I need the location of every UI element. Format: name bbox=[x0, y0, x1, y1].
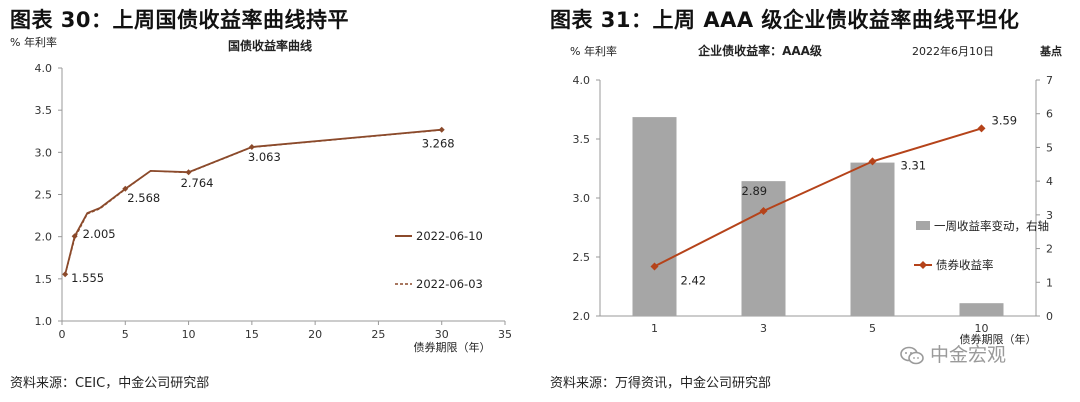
right-y-tick-label: 2.5 bbox=[573, 251, 591, 264]
right-y2-tick-label: 7 bbox=[1046, 74, 1053, 87]
left-source-note: 资料来源：CEIC，中金公司研究部 bbox=[10, 376, 210, 391]
series-marker bbox=[62, 271, 69, 278]
right-chart-title: 企业债收益率：AAA级 bbox=[697, 43, 822, 58]
left-legend: 2022-06-10 2022-06-03 bbox=[395, 229, 483, 291]
legend-label-bar: 一周收益率变动，右轴 bbox=[934, 219, 1049, 233]
series-marker bbox=[185, 169, 192, 176]
right-y-tick-label: 4.0 bbox=[573, 74, 591, 87]
left-y-tick-label: 1.5 bbox=[35, 273, 53, 286]
left-axes: 1.0 1.5 2.0 2.5 3.0 3.5 4.0 0 5 10 15 20 25 30 35 bbox=[35, 62, 513, 341]
right-y-tick-label: 3.0 bbox=[573, 192, 591, 205]
right-y-unit-label: % 年利率 bbox=[570, 44, 617, 58]
left-figure-panel: 图表 30：上周国债收益率曲线持平 % 年利率 国债收益率曲线 1.0 1.5 2.… bbox=[10, 8, 513, 391]
watermark-text: 中金宏观 bbox=[930, 344, 1007, 366]
right-y2-tick-label: 1 bbox=[1046, 276, 1053, 289]
series-marker bbox=[438, 126, 445, 133]
right-y2-unit-label: 基点 bbox=[1039, 44, 1062, 58]
left-x-tick-label: 5 bbox=[122, 328, 129, 341]
legend-line-marker bbox=[919, 261, 927, 269]
left-figure-title: 图表 30：上周国债收益率曲线持平 bbox=[10, 8, 350, 32]
right-x-tick-label: 5 bbox=[869, 322, 876, 335]
right-source-note: 资料来源：万得资讯，中金公司研究部 bbox=[550, 376, 772, 391]
series-marker bbox=[248, 144, 255, 151]
right-bar-series bbox=[632, 117, 1004, 316]
treasury-yield-curve-chart: % 年利率 国债收益率曲线 1.01.52.02.53.03.54.00 5 10 1… bbox=[10, 35, 513, 354]
legend-bar-swatch bbox=[916, 221, 930, 230]
data-label: 3.31 bbox=[901, 158, 927, 172]
series-marker bbox=[122, 185, 129, 192]
right-figure-title: 图表 31：上周 AAA 级企业债收益率曲线平坦化 bbox=[550, 8, 1020, 32]
yield-change-bar bbox=[959, 303, 1004, 316]
right-data-labels: 2.42 2.89 3.31 3.59 bbox=[681, 113, 1018, 287]
right-y-tick-label: 3.5 bbox=[573, 133, 591, 146]
right-y2-tick-label: 3 bbox=[1046, 209, 1053, 222]
left-x-tick-label: 25 bbox=[371, 328, 385, 341]
right-y2-tick-label: 0 bbox=[1046, 310, 1053, 323]
right-figure-panel: 图表 31：上周 AAA 级企业债收益率曲线平坦化 % 年利率 企业债收益率：A… bbox=[548, 0, 1080, 402]
right-legend: 一周收益率变动，右轴 债券收益率 bbox=[914, 219, 1049, 272]
left-series-group bbox=[62, 126, 445, 278]
yield-line-marker bbox=[759, 206, 768, 215]
right-y-tick-label: 2.0 bbox=[573, 310, 591, 323]
left-chart-title: 国债收益率曲线 bbox=[228, 38, 312, 53]
legend-label-2022-06-10: 2022-06-10 bbox=[416, 229, 483, 243]
right-x-tick-label: 1 bbox=[651, 322, 658, 335]
yield-change-bar bbox=[741, 181, 786, 316]
wechat-icon bbox=[900, 346, 924, 366]
data-label: 3.59 bbox=[992, 113, 1018, 127]
left-y-tick-label: 2.5 bbox=[35, 189, 53, 202]
watermark: 中金宏观 bbox=[900, 340, 1006, 367]
right-y2-tick-label: 6 bbox=[1046, 108, 1053, 121]
right-date-label: 2022年6月10日 bbox=[912, 44, 994, 58]
left-x-tick-label: 20 bbox=[308, 328, 322, 341]
left-y-unit-label: % 年利率 bbox=[10, 35, 57, 49]
right-x-tick-label: 3 bbox=[760, 322, 767, 335]
right-y2-tick-label: 5 bbox=[1046, 141, 1053, 154]
data-label: 2.764 bbox=[181, 176, 214, 190]
yield-line-marker bbox=[650, 262, 659, 271]
data-label: 2.89 bbox=[742, 184, 768, 198]
yield-change-bar bbox=[850, 162, 895, 316]
yield-line-marker bbox=[977, 124, 986, 133]
left-y-tick-label: 1.0 bbox=[35, 315, 53, 328]
data-label: 2.568 bbox=[127, 191, 160, 205]
yield-line-marker bbox=[868, 157, 877, 166]
left-y-tick-label: 2.0 bbox=[35, 231, 53, 244]
legend-label-line: 债券收益率 bbox=[936, 258, 994, 272]
left-x-tick-label: 0 bbox=[59, 328, 66, 341]
right-y2-tick-label: 2 bbox=[1046, 243, 1053, 256]
yield-change-bar bbox=[632, 117, 677, 316]
right-line-series bbox=[650, 124, 986, 271]
right-x-tick-label: 10 bbox=[975, 322, 989, 335]
left-y-tick-label: 3.5 bbox=[35, 104, 53, 117]
yield-line bbox=[654, 127, 982, 268]
aaa-corporate-yield-chart: % 年利率 企业债收益率：AAA级 2022年6月10日 基点 2.0 2.5 3.… bbox=[570, 43, 1062, 346]
left-y-tick-label: 3.0 bbox=[35, 146, 53, 159]
left-x-tick-label: 10 bbox=[182, 328, 196, 341]
data-label: 2.42 bbox=[681, 273, 707, 287]
series-marker bbox=[71, 233, 78, 240]
data-label: 3.268 bbox=[422, 137, 455, 151]
data-label: 3.063 bbox=[248, 150, 281, 164]
data-label: 1.555 bbox=[71, 271, 104, 285]
left-x-tick-label: 15 bbox=[245, 328, 259, 341]
data-label: 2.005 bbox=[83, 227, 116, 241]
left-data-labels: 1.555 2.005 2.568 2.764 3.063 3.268 bbox=[71, 137, 454, 285]
left-y-tick-label: 4.0 bbox=[35, 62, 53, 75]
right-y2-tick-label: 4 bbox=[1046, 175, 1053, 188]
left-x-unit-label: 债券期限（年） bbox=[414, 340, 491, 354]
legend-label-2022-06-03: 2022-06-03 bbox=[416, 277, 483, 291]
left-x-tick-label: 30 bbox=[435, 328, 449, 341]
left-x-tick-label: 35 bbox=[498, 328, 512, 341]
right-x-unit-label: 债券期限（年） bbox=[960, 332, 1037, 346]
